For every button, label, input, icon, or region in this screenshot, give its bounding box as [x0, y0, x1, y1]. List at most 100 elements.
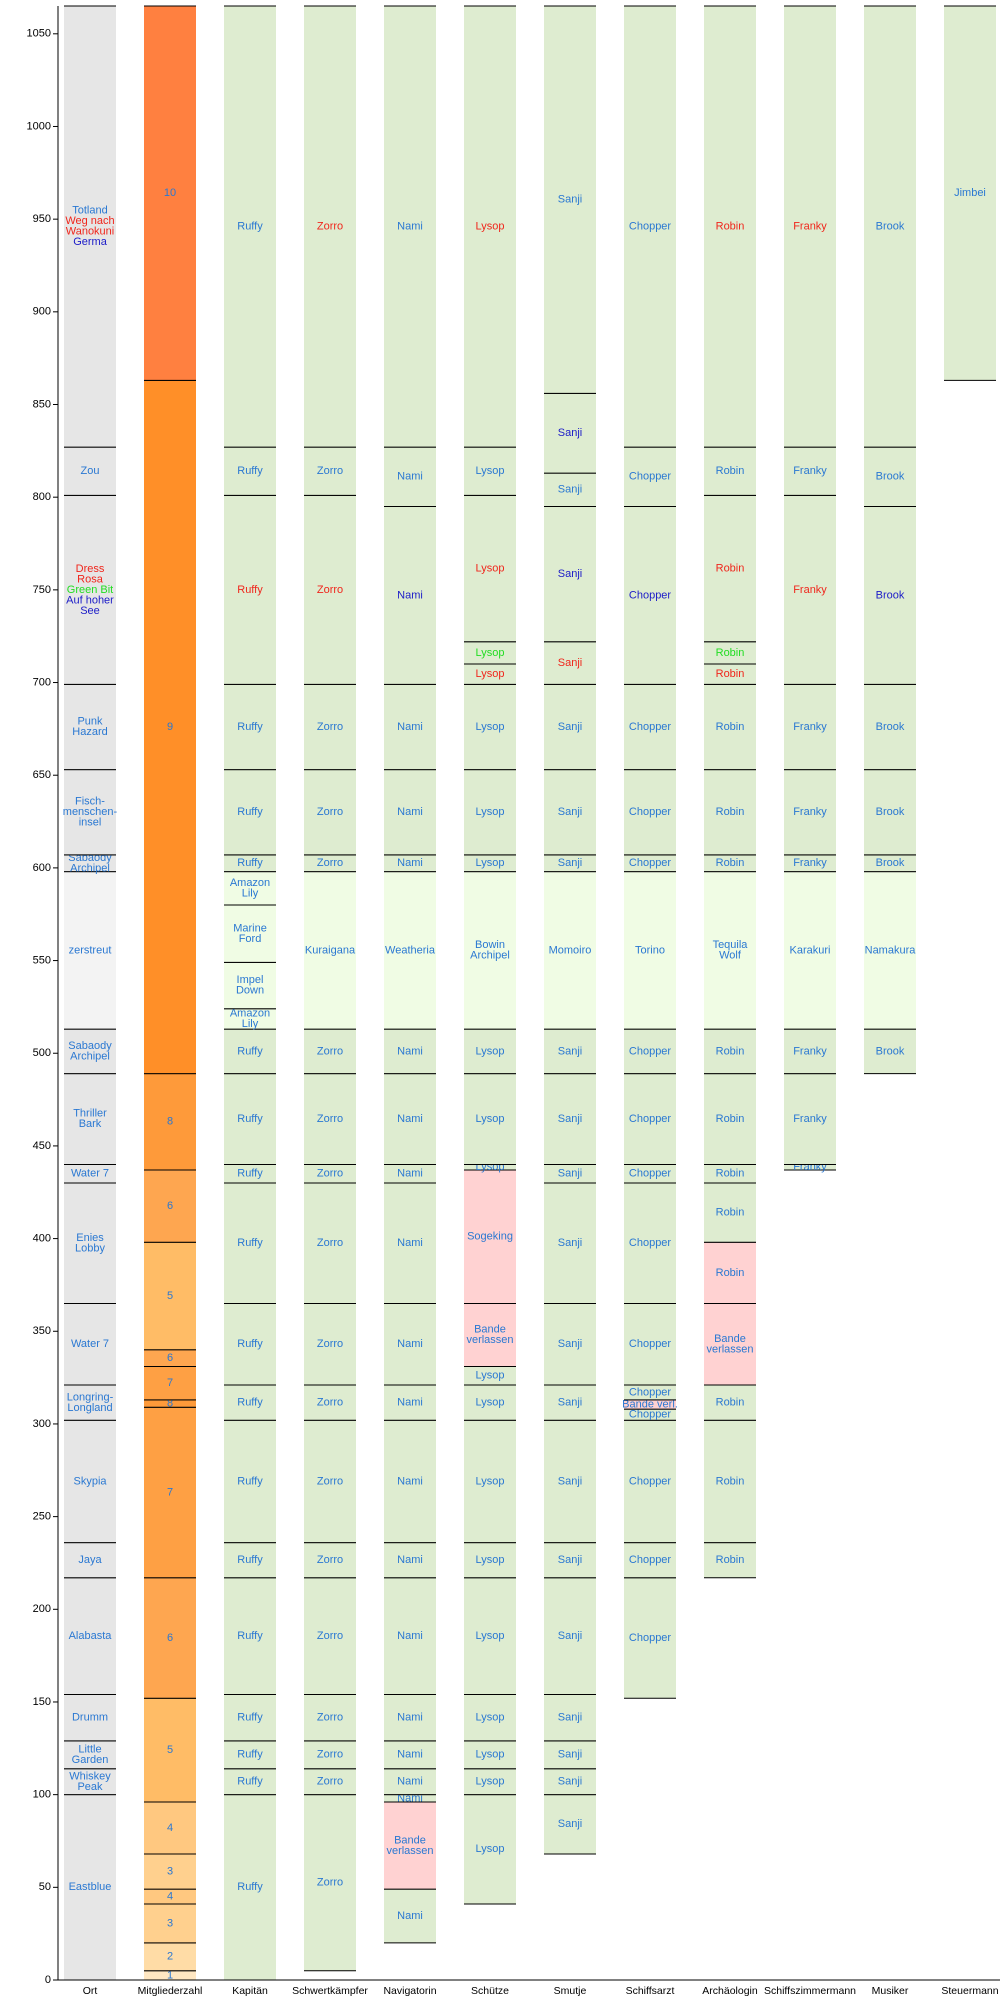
- segment: [544, 1694, 596, 1741]
- segment: [464, 1794, 516, 1905]
- segment-label: Brook: [876, 806, 905, 818]
- segment-label: Drumm: [72, 1712, 108, 1724]
- segment: [384, 1802, 436, 1890]
- segment-label: Zou: [81, 465, 100, 477]
- segment: [64, 1542, 116, 1578]
- segment: [784, 1029, 836, 1074]
- segment-label: Little: [78, 1743, 101, 1755]
- segment: [784, 854, 836, 872]
- segment-label: Weatheria: [385, 944, 436, 956]
- segment-label: Zorro: [317, 220, 343, 232]
- segment: [624, 1577, 676, 1699]
- segment-label: Sanji: [558, 194, 582, 206]
- segment-label: Franky: [793, 806, 827, 818]
- segment: [544, 1164, 596, 1183]
- segment: [784, 871, 836, 1030]
- segment: [624, 447, 676, 507]
- segment-label: Namakura: [865, 944, 917, 956]
- segment-label: Chopper: [629, 1386, 672, 1398]
- segment-label: Jaya: [78, 1554, 102, 1566]
- segment-label: verlassen: [466, 1334, 513, 1346]
- segment-label: Nami: [397, 1397, 423, 1409]
- segment: [544, 1029, 596, 1074]
- segment: [624, 1303, 676, 1386]
- segment-label: Franky: [793, 857, 827, 869]
- segment-label: Zorro: [317, 584, 343, 596]
- segment: [864, 684, 916, 770]
- segment-label: Lysop: [476, 1113, 505, 1125]
- segment-label: Chopper: [629, 1045, 672, 1057]
- segment: [544, 769, 596, 855]
- segment: [224, 1420, 276, 1543]
- segment-label: Nami: [397, 220, 423, 232]
- y-tick-label: 200: [33, 1603, 51, 1615]
- segment: [144, 1889, 196, 1905]
- segment-label: Bande: [474, 1324, 506, 1336]
- segment-label: Robin: [716, 1554, 745, 1566]
- segment-label: Lysop: [476, 1370, 505, 1382]
- segment-label: Ruffy: [237, 1881, 263, 1893]
- y-tick-label: 250: [33, 1511, 51, 1523]
- segment: [704, 447, 756, 496]
- segment-label: Archipel: [70, 862, 110, 874]
- segment-label: Lily: [242, 887, 259, 899]
- column-label: Schiffszimmermann: [764, 1985, 856, 1997]
- segment: [624, 854, 676, 872]
- segment-label: Nami: [397, 806, 423, 818]
- segment-label: Thriller: [73, 1108, 107, 1120]
- segment-label: Brook: [876, 220, 905, 232]
- segment-label: Chopper: [629, 1409, 672, 1421]
- segment-label: zerstreut: [69, 944, 112, 956]
- column-label: Navigatorin: [383, 1985, 436, 1997]
- segment-label: Lysop: [476, 1045, 505, 1057]
- segment-label: Longland: [67, 1402, 112, 1414]
- segment-label: Ruffy: [237, 857, 263, 869]
- column-label: Schütze: [471, 1985, 509, 1997]
- segment: [384, 769, 436, 855]
- segment-label: Nami: [397, 1792, 423, 1804]
- segment: [144, 1970, 196, 1980]
- y-tick-label: 0: [45, 1974, 51, 1986]
- segment: [544, 1740, 596, 1769]
- segment: [464, 6, 516, 448]
- segment-label: Lysop: [476, 562, 505, 574]
- segment: [704, 1420, 756, 1543]
- segment: [544, 393, 596, 474]
- segment-label: Franky: [793, 465, 827, 477]
- segment-label: Sogeking: [467, 1231, 513, 1243]
- segment-label: Impel: [237, 974, 264, 986]
- column-label: Smutje: [554, 1985, 587, 1997]
- segment: [464, 641, 516, 664]
- y-tick-label: 1000: [27, 120, 51, 132]
- segment: [224, 1694, 276, 1741]
- segment-label: Skypia: [73, 1475, 107, 1487]
- y-tick-label: 600: [33, 862, 51, 874]
- segment-label: 4: [167, 1822, 173, 1834]
- segment-label: Zorro: [317, 465, 343, 477]
- segment-label: 2: [167, 1951, 173, 1963]
- segment-label: 7: [167, 1377, 173, 1389]
- segment: [464, 664, 516, 685]
- segment-label: Nami: [397, 1045, 423, 1057]
- segment: [544, 684, 596, 770]
- column-label: Musiker: [872, 1985, 909, 1997]
- segment-label: Karakuri: [790, 944, 831, 956]
- segment-label: Robin: [716, 220, 745, 232]
- segment-label: Chopper: [629, 1338, 672, 1350]
- segment: [784, 6, 836, 448]
- segment-label: Ruffy: [237, 721, 263, 733]
- segment-label: Nami: [397, 1910, 423, 1922]
- segment: [624, 1409, 676, 1421]
- segment-label: Eastblue: [69, 1881, 112, 1893]
- segment: [64, 1385, 116, 1421]
- segment: [304, 1420, 356, 1543]
- segment: [544, 6, 596, 394]
- segment: [304, 1740, 356, 1769]
- segment: [544, 1794, 596, 1854]
- segment: [624, 1385, 676, 1400]
- segment-label: 5: [167, 1744, 173, 1756]
- segment: [224, 962, 276, 1009]
- segment-label: Zorro: [317, 806, 343, 818]
- segment: [624, 6, 676, 448]
- segment: [624, 1420, 676, 1543]
